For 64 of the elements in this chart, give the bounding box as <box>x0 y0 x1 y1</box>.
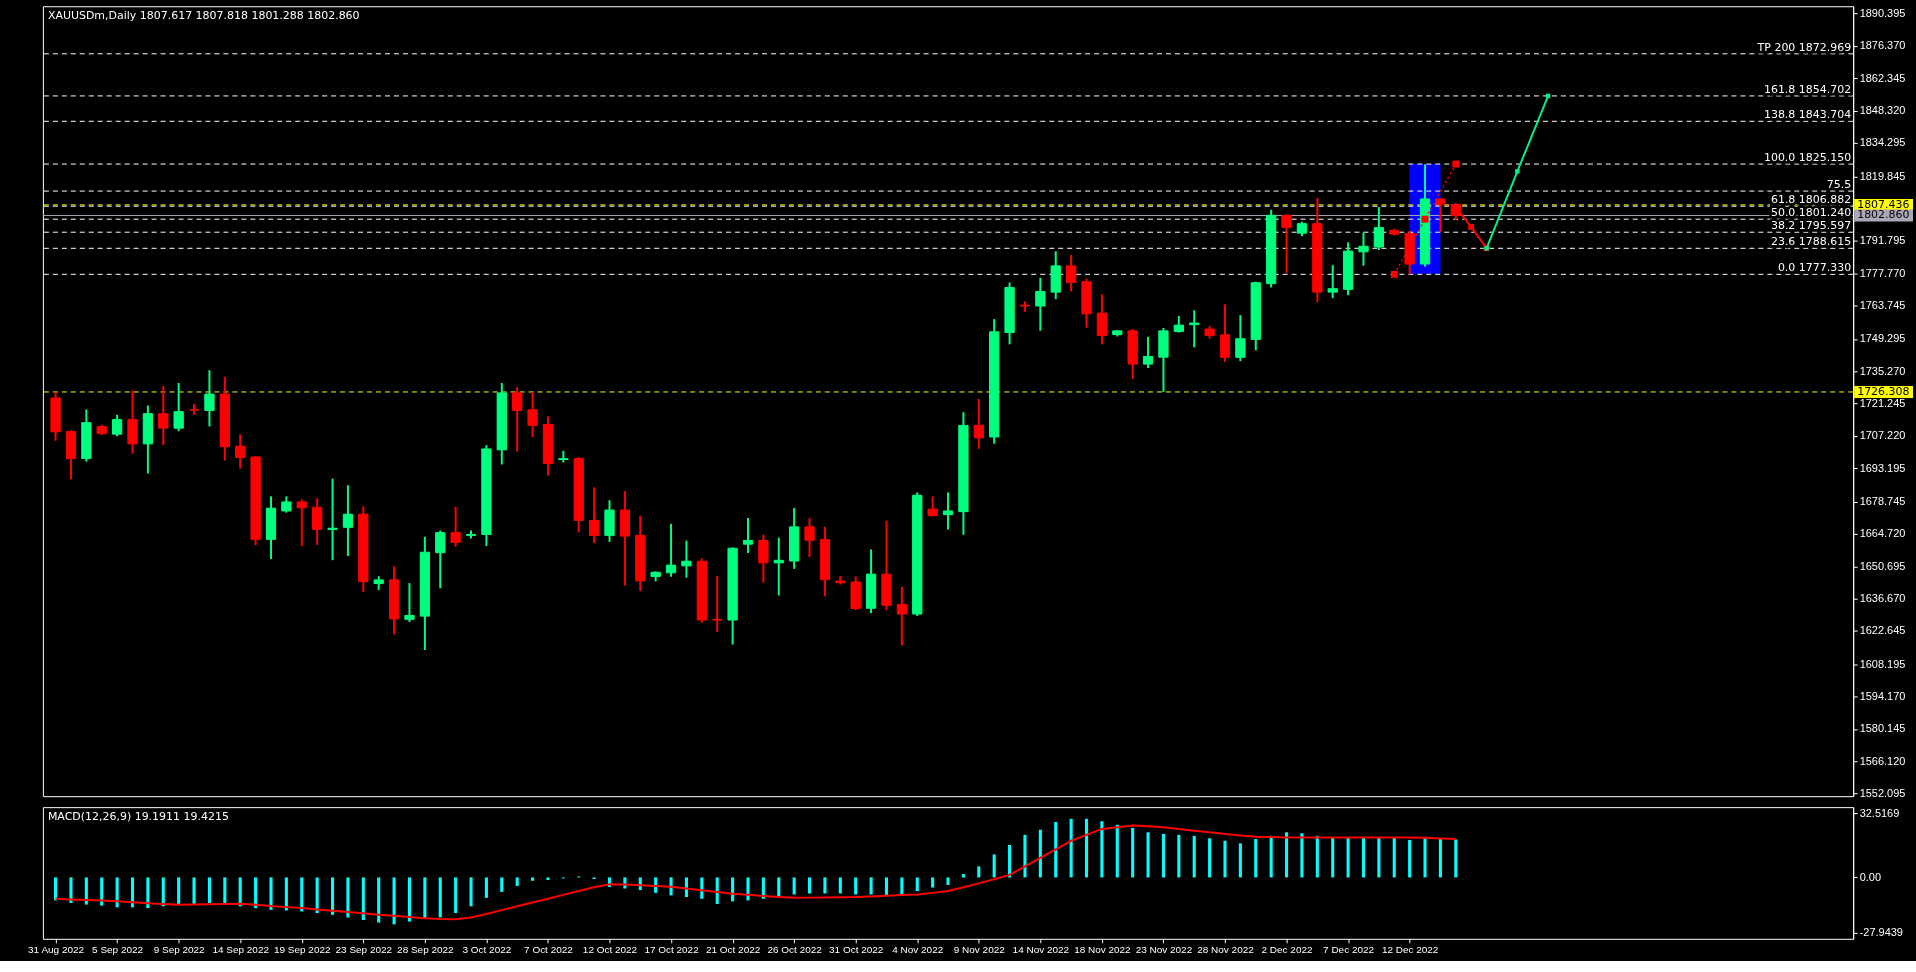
y-tick-label: 1552.095 <box>1859 787 1906 800</box>
y-tick-label: 1848.320 <box>1859 104 1906 117</box>
y-tick-label: 1791.795 <box>1859 234 1906 247</box>
category-label: 28 Nov 2022 <box>1197 944 1254 956</box>
category-label: 14 Nov 2022 <box>1012 944 1070 956</box>
y-tick-label: 1693.195 <box>1859 461 1906 474</box>
category-label: 9 Nov 2022 <box>953 944 1005 956</box>
category-label: 14 Sep 2022 <box>212 944 269 956</box>
y-tick-label: 1707.220 <box>1859 429 1906 442</box>
ref-line-label: 100.0 1825.150 <box>1763 151 1852 165</box>
category-label: 28 Sep 2022 <box>397 944 454 956</box>
category-label: 4 Nov 2022 <box>892 944 944 956</box>
y-tick-label: 1777.770 <box>1859 266 1906 279</box>
y-tick-label: 1819.845 <box>1859 169 1906 182</box>
annotation: 75.5 <box>1826 178 1852 192</box>
category-label: 17 Oct 2022 <box>644 944 699 956</box>
y-tick-label: 1664.720 <box>1859 527 1906 540</box>
ref-line-label: 23.6 1788.615 <box>1770 235 1852 249</box>
category-label: 9 Sep 2022 <box>153 944 205 956</box>
y-tick-label: 1580.145 <box>1859 722 1906 735</box>
category-label: 2 Dec 2022 <box>1261 944 1313 956</box>
y-tick-label: 1834.295 <box>1859 136 1906 149</box>
y-tick-label: 0.00 <box>1859 870 1882 883</box>
category-label: 18 Nov 2022 <box>1074 944 1131 956</box>
category-label: 21 Oct 2022 <box>705 944 761 956</box>
y-tick-label: 1608.195 <box>1859 657 1906 670</box>
y-tick-label: -27.9439 <box>1859 926 1903 939</box>
category-label: 7 Oct 2022 <box>524 944 573 956</box>
category-label: 23 Sep 2022 <box>335 944 393 956</box>
ref-line-label: 1802.860 <box>1857 208 1910 222</box>
y-tick-label: 1622.645 <box>1859 624 1906 637</box>
chart-title: XAUUSDm,Daily 1807.617 1807.818 1801.288 1802.860 <box>47 9 360 23</box>
category-label: 12 Dec 2022 <box>1381 944 1439 956</box>
y-tick-label: 1735.270 <box>1859 364 1906 377</box>
ref-line-label: 138.8 1843.704 <box>1763 108 1852 122</box>
category-label: 5 Sep 2022 <box>92 944 144 956</box>
category-label: 31 Oct 2022 <box>829 944 884 956</box>
y-tick-label: 1636.670 <box>1859 592 1906 605</box>
ref-line-label: 61.8 1806.882 <box>1770 193 1852 207</box>
category-label: 19 Sep 2022 <box>273 944 331 956</box>
y-tick-label: 1749.295 <box>1859 332 1906 345</box>
category-label: 7 Dec 2022 <box>1323 944 1375 956</box>
category-label: 3 Oct 2022 <box>462 944 512 956</box>
y-tick-label: 1650.695 <box>1859 559 1906 572</box>
ref-line-label: 161.8 1854.702 <box>1763 82 1852 96</box>
y-tick-label: 1862.345 <box>1859 71 1906 84</box>
category-label: 26 Oct 2022 <box>767 944 822 956</box>
y-tick-label: 1566.120 <box>1859 754 1906 767</box>
category-label: 12 Oct 2022 <box>582 944 638 956</box>
y-tick-label: 1876.370 <box>1859 39 1906 52</box>
category-label: 31 Aug 2022 <box>28 944 85 956</box>
y-tick-label: 1721.245 <box>1859 397 1906 410</box>
category-label: 23 Nov 2022 <box>1135 944 1193 956</box>
y-tick-label: 32.5169 <box>1859 806 1900 819</box>
y-tick-label: 1678.745 <box>1859 495 1906 508</box>
ref-line-label: 38.2 1795.597 <box>1770 219 1852 233</box>
y-tick-label: 1890.395 <box>1859 7 1906 20</box>
ref-line-label: TP 200 1872.969 <box>1756 40 1852 54</box>
y-tick-label: 1594.170 <box>1859 690 1906 703</box>
ref-line-label: 1726.308 <box>1857 384 1910 398</box>
chart-title: MACD(12,26,9) 19.1911 19.4215 <box>47 810 229 824</box>
y-tick-label: 1763.745 <box>1859 299 1906 312</box>
ref-line-label: 0.0 1777.330 <box>1777 261 1852 275</box>
ref-line-label: 1807.436 <box>1857 197 1910 211</box>
